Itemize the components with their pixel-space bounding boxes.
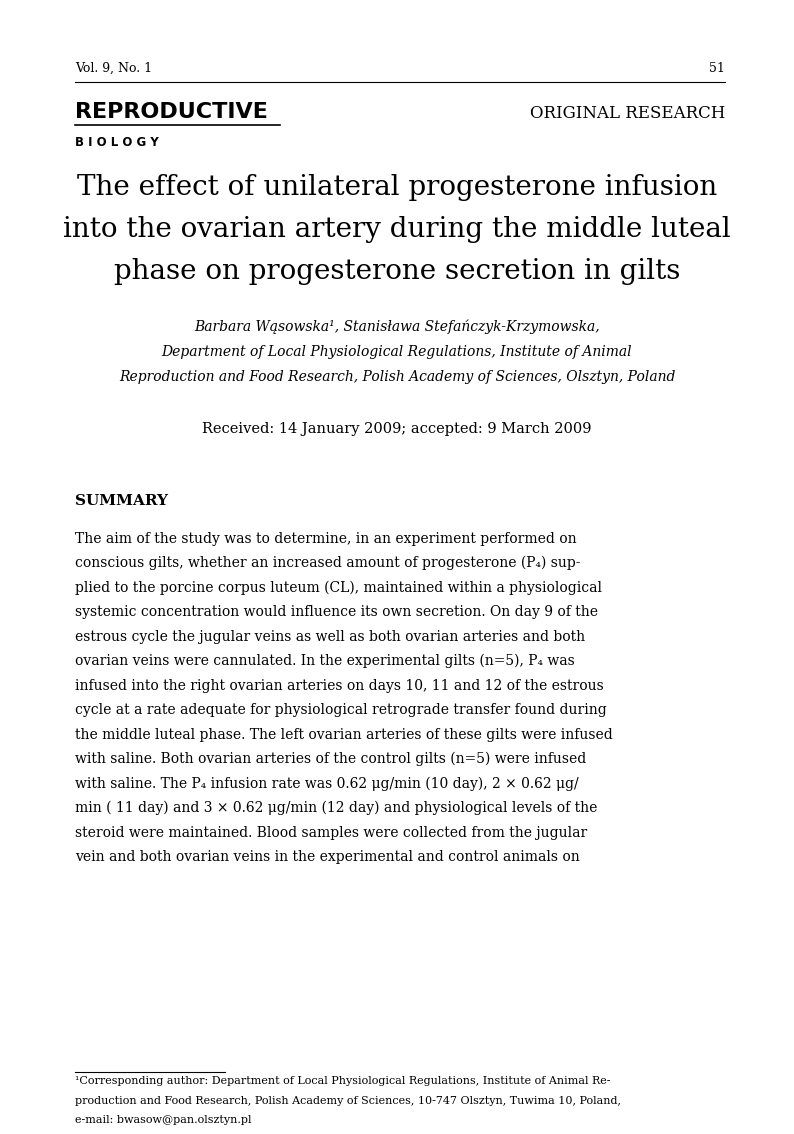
Text: into the ovarian artery during the middle luteal: into the ovarian artery during the middl… (64, 215, 730, 243)
Text: vein and both ovarian veins in the experimental and control animals on: vein and both ovarian veins in the exper… (75, 850, 580, 864)
Text: Received: 14 January 2009; accepted: 9 March 2009: Received: 14 January 2009; accepted: 9 M… (202, 422, 592, 435)
Text: ORIGINAL RESEARCH: ORIGINAL RESEARCH (530, 105, 725, 122)
Text: with saline. The P₄ infusion rate was 0.62 μg/min (10 day), 2 × 0.62 μg/: with saline. The P₄ infusion rate was 0.… (75, 777, 579, 792)
Text: B I O L O G Y: B I O L O G Y (75, 136, 159, 149)
Text: phase on progesterone secretion in gilts: phase on progesterone secretion in gilts (114, 259, 680, 285)
Text: plied to the porcine corpus luteum (CL), maintained within a physiological: plied to the porcine corpus luteum (CL),… (75, 581, 602, 595)
Text: infused into the right ovarian arteries on days 10, 11 and 12 of the estrous: infused into the right ovarian arteries … (75, 679, 603, 693)
Text: 51: 51 (709, 62, 725, 75)
Text: min ( 11 day) and 3 × 0.62 μg/min (12 day) and physiological levels of the: min ( 11 day) and 3 × 0.62 μg/min (12 da… (75, 801, 597, 815)
Text: ¹Corresponding author: Department of Local Physiological Regulations, Institute : ¹Corresponding author: Department of Loc… (75, 1076, 611, 1086)
Text: conscious gilts, whether an increased amount of progesterone (P₄) sup-: conscious gilts, whether an increased am… (75, 556, 580, 570)
Text: REPRODUCTIVE: REPRODUCTIVE (75, 102, 268, 122)
Text: The aim of the study was to determine, in an experiment performed on: The aim of the study was to determine, i… (75, 532, 576, 545)
Text: The effect of unilateral progesterone infusion: The effect of unilateral progesterone in… (77, 174, 717, 201)
Text: the middle luteal phase. The left ovarian arteries of these gilts were infused: the middle luteal phase. The left ovaria… (75, 728, 613, 742)
Text: cycle at a rate adequate for physiological retrograde transfer found during: cycle at a rate adequate for physiologic… (75, 703, 607, 718)
Text: systemic concentration would influence its own secretion. On day 9 of the: systemic concentration would influence i… (75, 606, 598, 619)
Text: ovarian veins were cannulated. In the experimental gilts (n=5), P₄ was: ovarian veins were cannulated. In the ex… (75, 654, 575, 669)
Text: Reproduction and Food Research, Polish Academy of Sciences, Olsztyn, Poland: Reproduction and Food Research, Polish A… (119, 370, 675, 384)
Text: steroid were maintained. Blood samples were collected from the jugular: steroid were maintained. Blood samples w… (75, 826, 588, 840)
Text: production and Food Research, Polish Academy of Sciences, 10-747 Olsztyn, Tuwima: production and Food Research, Polish Aca… (75, 1095, 621, 1106)
Text: Barbara Wąsowska¹, Stanisława Stefańczyk-Krzymowska,: Barbara Wąsowska¹, Stanisława Stefańczyk… (195, 320, 599, 335)
Text: estrous cycle the jugular veins as well as both ovarian arteries and both: estrous cycle the jugular veins as well … (75, 631, 585, 644)
Text: with saline. Both ovarian arteries of the control gilts (n=5) were infused: with saline. Both ovarian arteries of th… (75, 752, 586, 767)
Text: e-mail: bwasow@pan.olsztyn.pl: e-mail: bwasow@pan.olsztyn.pl (75, 1115, 252, 1125)
Text: Vol. 9, No. 1: Vol. 9, No. 1 (75, 62, 152, 75)
Text: Department of Local Physiological Regulations, Institute of Animal: Department of Local Physiological Regula… (162, 345, 632, 359)
Text: SUMMARY: SUMMARY (75, 494, 168, 508)
